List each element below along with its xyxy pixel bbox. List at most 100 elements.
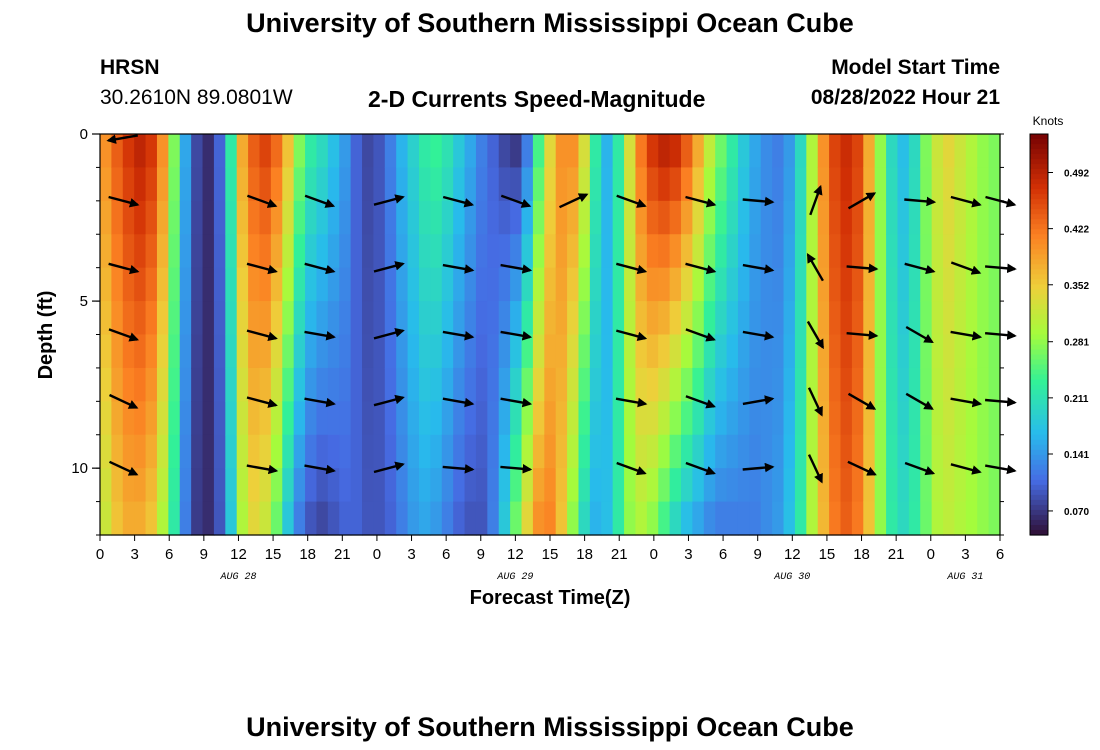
heatmap-cell	[965, 468, 978, 503]
heatmap-cell	[122, 367, 135, 402]
heatmap-cell	[327, 200, 340, 235]
heatmap-cell	[145, 401, 158, 436]
heatmap-cell	[441, 234, 454, 269]
heatmap-cell	[362, 401, 375, 436]
heatmap-cell	[111, 167, 124, 202]
heatmap-cell	[202, 367, 215, 402]
heatmap-cell	[851, 167, 864, 202]
heatmap-cell	[362, 301, 375, 336]
heatmap-cell	[726, 200, 739, 235]
heatmap-cell	[578, 501, 591, 536]
colorbar-segment	[1030, 204, 1048, 210]
current-vector	[108, 328, 140, 342]
heatmap-cell	[897, 468, 910, 503]
heatmap-cell	[453, 267, 466, 302]
heatmap-cell	[943, 267, 956, 302]
heatmap-cell	[544, 301, 557, 336]
heatmap-cell	[293, 401, 306, 436]
heatmap-cell	[612, 267, 625, 302]
heatmap-cell	[931, 501, 944, 536]
heatmap-cell	[510, 501, 523, 536]
heatmap-cell	[715, 234, 728, 269]
heatmap-cell	[134, 267, 147, 302]
heatmap-cell	[601, 200, 614, 235]
heatmap-cell	[213, 501, 226, 536]
heatmap-cell	[931, 434, 944, 469]
heatmap-cell	[316, 167, 329, 202]
heatmap-cell	[692, 401, 705, 436]
heatmap-cell	[259, 501, 272, 536]
heatmap-cell	[384, 334, 397, 369]
heatmap-cell	[567, 367, 580, 402]
heatmap-cell	[453, 334, 466, 369]
heatmap-cell	[829, 401, 842, 436]
current-vector	[905, 392, 934, 410]
heatmap-cell	[578, 167, 591, 202]
heatmap-cell	[532, 334, 545, 369]
heatmap-cell	[954, 134, 967, 169]
heatmap-cell	[612, 434, 625, 469]
heatmap-cell	[715, 367, 728, 402]
heatmap-cell	[225, 200, 238, 235]
heatmap-cell	[100, 134, 112, 169]
heatmap-cell	[908, 401, 921, 436]
heatmap-cell	[441, 301, 454, 336]
colorbar-segment	[1030, 384, 1048, 391]
heatmap-cell	[441, 501, 454, 536]
heatmap-cell	[954, 267, 967, 302]
heatmap-cell	[760, 401, 773, 436]
heatmap-cell	[806, 200, 819, 235]
heatmap-cell	[840, 234, 853, 269]
heatmap-cell	[521, 200, 534, 235]
heatmap-cell	[658, 234, 671, 269]
heatmap-cell	[498, 134, 511, 169]
colorbar-segment	[1030, 414, 1048, 421]
heatmap-cell	[362, 200, 375, 235]
heatmap-cell	[362, 468, 375, 503]
colorbar-segment	[1030, 359, 1048, 366]
heatmap-cell	[453, 468, 466, 503]
heatmap-cell	[977, 367, 990, 402]
heatmap-cell	[100, 200, 112, 235]
current-vector	[246, 194, 278, 208]
x-tick-label: 12	[230, 546, 247, 563]
heatmap-cell	[897, 267, 910, 302]
heatmap-cell	[282, 501, 295, 536]
current-vector	[246, 262, 278, 275]
heatmap-cell	[259, 468, 272, 503]
colorbar-segment	[1030, 509, 1048, 516]
heatmap-cell	[418, 301, 431, 336]
current-vector	[373, 194, 405, 206]
heatmap-cell	[145, 267, 158, 302]
heatmap-cell	[350, 301, 363, 336]
heatmap-cell	[635, 234, 648, 269]
heatmap-cell	[464, 234, 477, 269]
heatmap-cell	[373, 134, 386, 169]
heatmap-cell	[293, 167, 306, 202]
heatmap-cell	[931, 167, 944, 202]
heatmap-cell	[806, 367, 819, 402]
heatmap-cell	[589, 334, 602, 369]
heatmap-cell	[886, 234, 899, 269]
heatmap-cell	[794, 401, 807, 436]
heatmap-cell	[943, 367, 956, 402]
heatmap-cell	[259, 134, 272, 169]
heatmap-cell	[658, 434, 671, 469]
current-vector	[685, 195, 717, 208]
colorbar-segment	[1030, 459, 1048, 466]
colorbar-segment	[1030, 144, 1048, 150]
heatmap-cell	[681, 200, 693, 235]
heatmap-cell	[851, 367, 864, 402]
heatmap-cell	[475, 234, 488, 269]
heatmap-cell	[806, 434, 819, 469]
heatmap-cell	[100, 234, 112, 269]
colorbar-segment	[1030, 499, 1048, 506]
heatmap-cell	[863, 301, 876, 336]
heatmap-cell	[259, 200, 272, 235]
current-vector	[742, 395, 775, 406]
heatmap-cell	[794, 167, 807, 202]
heatmap-cell	[943, 167, 956, 202]
heatmap-cell	[920, 501, 933, 536]
heatmap-cell	[498, 434, 511, 469]
current-vector	[304, 464, 336, 475]
